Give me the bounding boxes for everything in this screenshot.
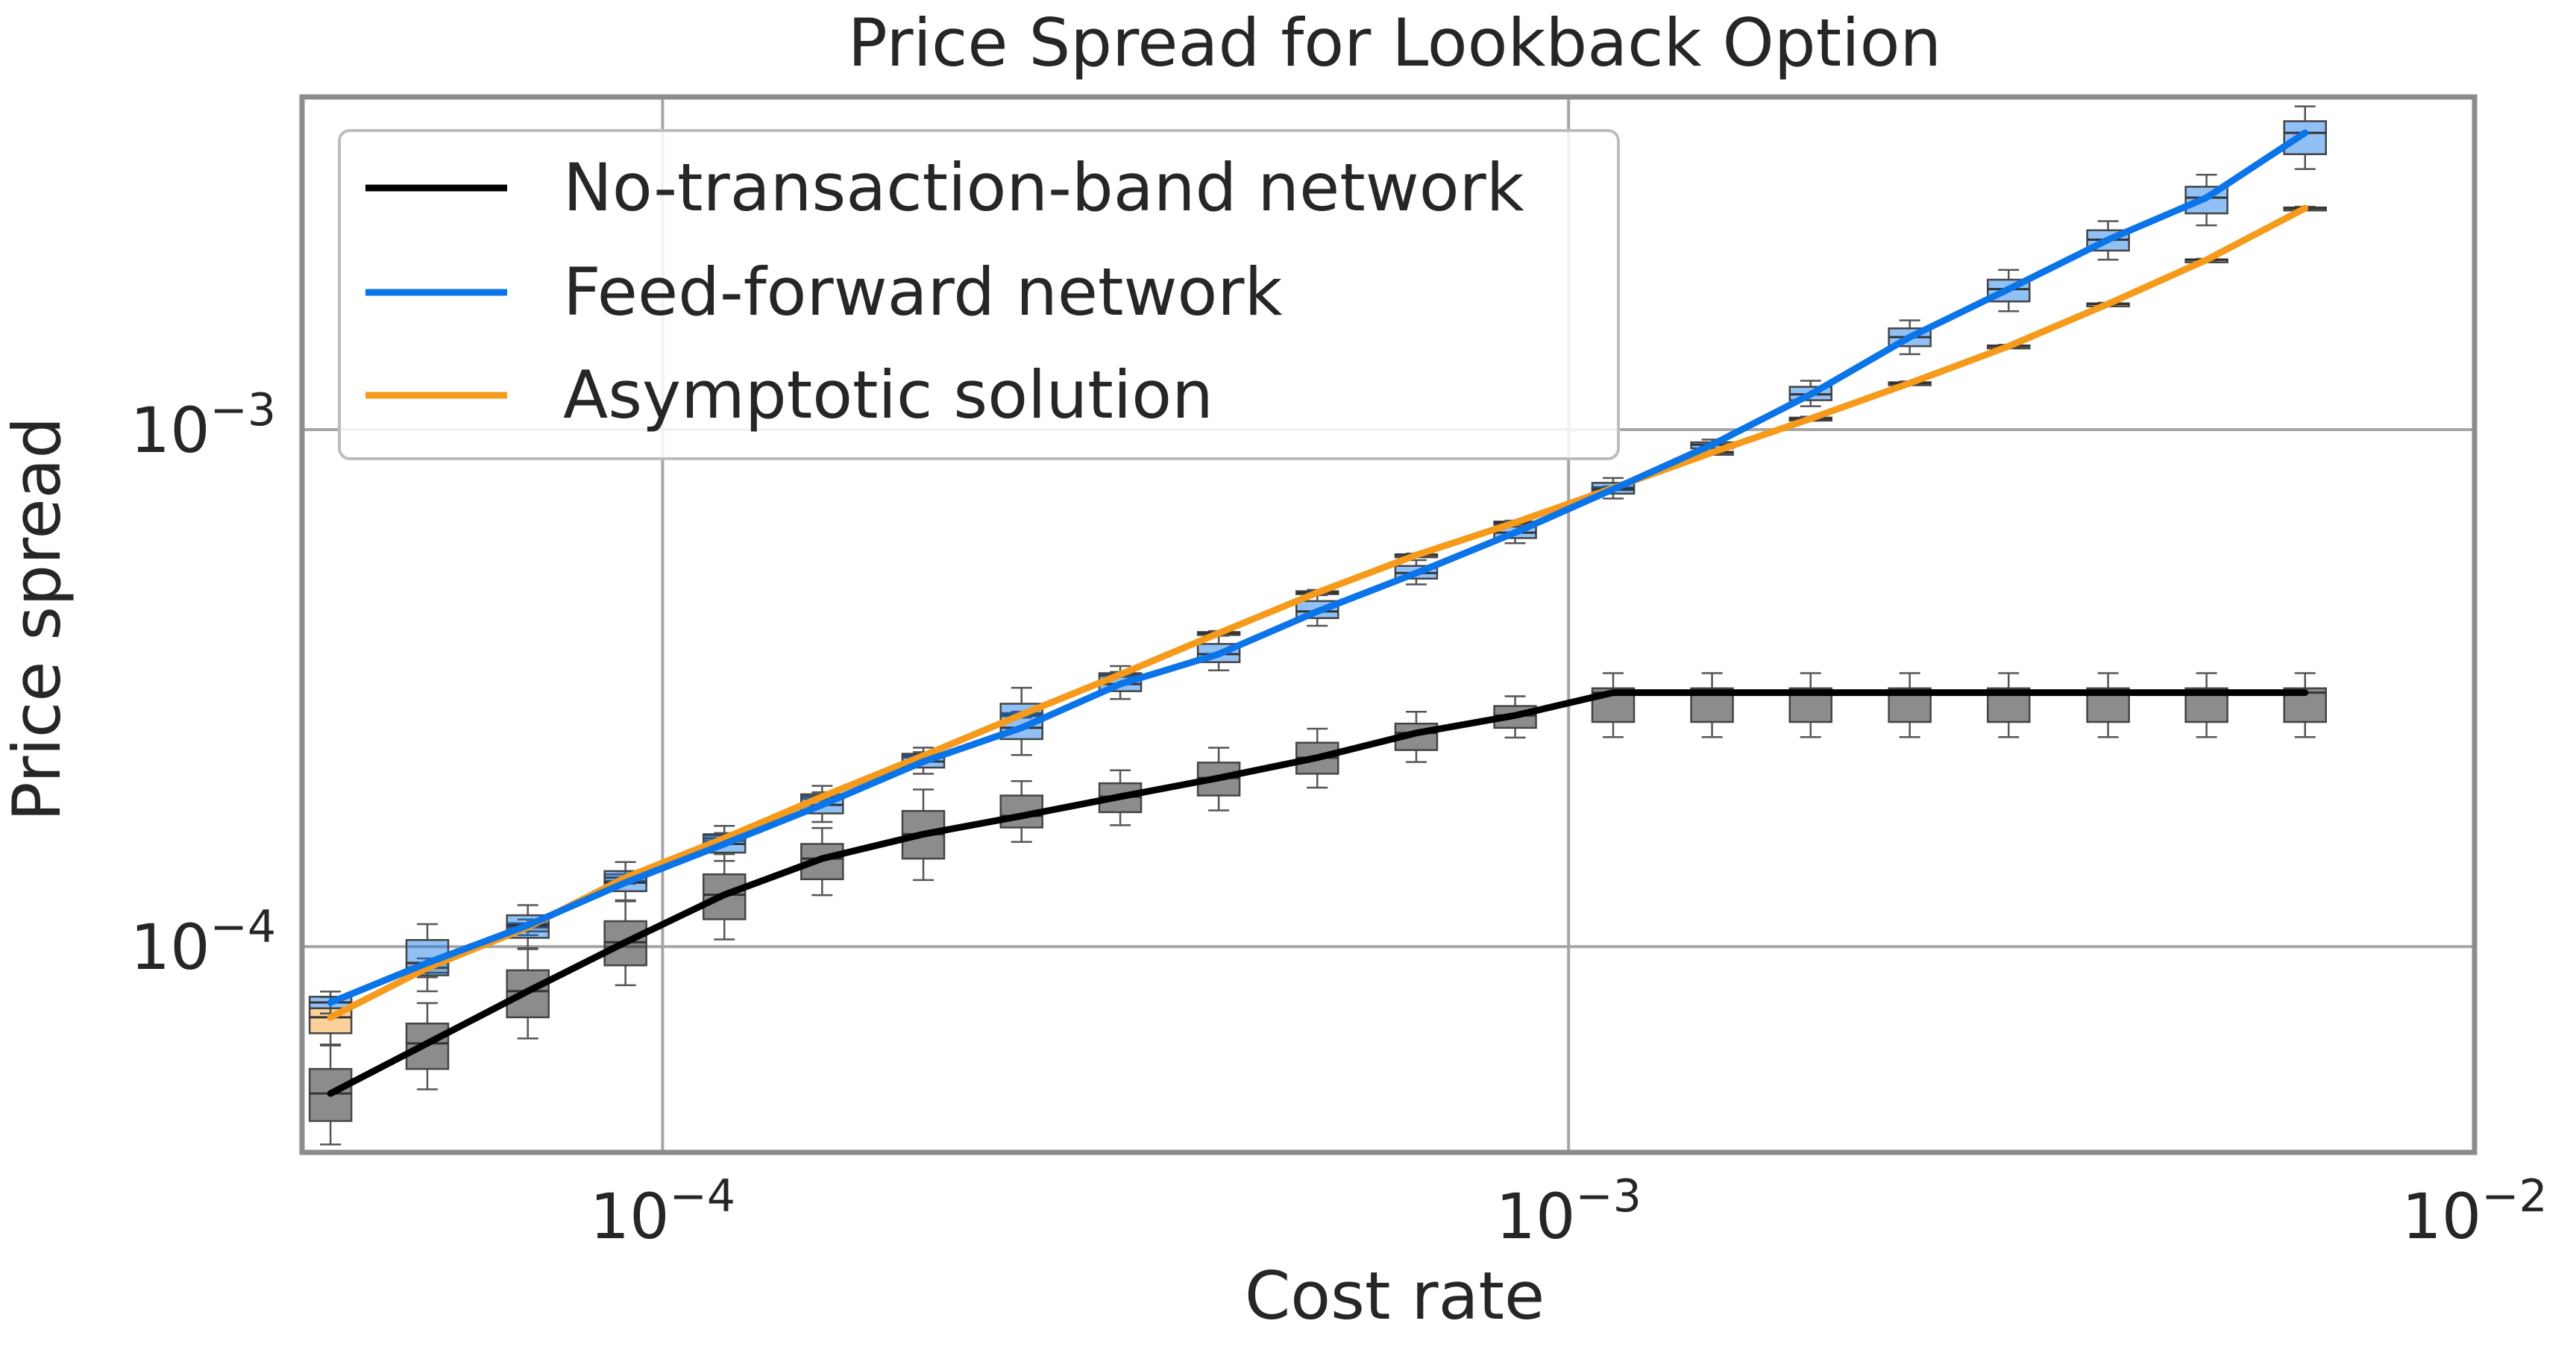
box-0-3 xyxy=(603,900,647,987)
series-line-2 xyxy=(327,204,2309,1021)
legend-label-0: No-transaction-band network xyxy=(563,149,1524,226)
y-tick-label-0: 10−4 xyxy=(131,901,276,984)
x-axis-label: Cost rate xyxy=(1245,1258,1545,1334)
legend: No-transaction-band network Feed-forward … xyxy=(338,129,1620,460)
box-body xyxy=(2283,120,2327,155)
y-tick-label-1: 10−3 xyxy=(131,384,276,467)
x-tick-label-1: 10−3 xyxy=(1496,1170,1642,1253)
x-tick-label-0: 10−4 xyxy=(590,1170,735,1253)
box-1-20 xyxy=(2283,105,2327,170)
legend-box xyxy=(338,129,1620,460)
series-line-0 xyxy=(327,689,2309,1097)
tick-labels: 10−4 10−3 10−2 10−4 10−3 xyxy=(131,384,2548,1253)
legend-label-1: Feed-forward network xyxy=(563,254,1282,330)
y-axis-label: Price spread xyxy=(0,417,75,822)
series-lines xyxy=(327,129,2309,1097)
chart-title: Price Spread for Lookback Option xyxy=(848,4,1941,81)
series-line-1 xyxy=(327,129,2309,1006)
x-tick-label-2: 10−2 xyxy=(2401,1170,2547,1253)
plot-frame xyxy=(299,94,2478,1155)
legend-label-2: Asymptotic solution xyxy=(563,357,1213,433)
